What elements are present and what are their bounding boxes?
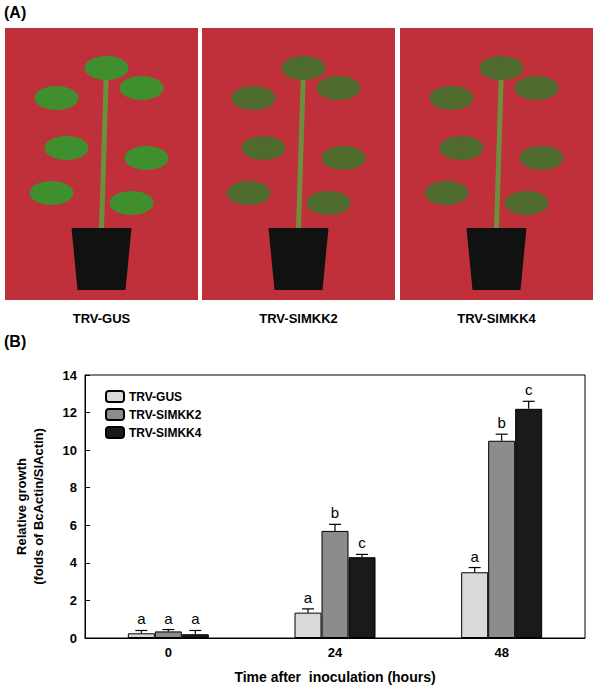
- svg-text:4: 4: [70, 555, 78, 570]
- svg-text:2: 2: [70, 593, 77, 608]
- svg-text:c: c: [358, 534, 366, 551]
- svg-text:b: b: [331, 504, 339, 521]
- svg-text:8: 8: [70, 480, 77, 495]
- svg-text:a: a: [164, 610, 173, 627]
- svg-text:TRV-SlMKK2: TRV-SlMKK2: [259, 311, 338, 326]
- svg-text:b: b: [497, 414, 505, 431]
- svg-text:0: 0: [70, 631, 77, 646]
- svg-text:c: c: [525, 381, 533, 398]
- svg-text:48: 48: [494, 645, 508, 660]
- svg-text:TRV-SlMKK4: TRV-SlMKK4: [457, 311, 536, 326]
- svg-text:a: a: [137, 610, 146, 627]
- svg-text:(folds of BcActin/SlActin): (folds of BcActin/SlActin): [31, 428, 46, 585]
- svg-text:(B): (B): [4, 333, 26, 350]
- svg-text:TRV-GUS: TRV-GUS: [73, 311, 131, 326]
- svg-text:TRV-GUS: TRV-GUS: [129, 390, 182, 404]
- svg-text:Time after inoculation (hours: Time after inoculation (hours): [234, 669, 435, 685]
- svg-text:Relative growth: Relative growth: [14, 458, 29, 555]
- svg-text:6: 6: [70, 518, 77, 533]
- svg-text:14: 14: [63, 368, 78, 383]
- svg-text:a: a: [304, 589, 313, 606]
- svg-text:24: 24: [328, 645, 343, 660]
- svg-text:12: 12: [63, 405, 77, 420]
- svg-text:(A): (A): [4, 4, 26, 21]
- svg-text:TRV-SlMKK2: TRV-SlMKK2: [129, 408, 202, 422]
- svg-text:0: 0: [165, 645, 172, 660]
- svg-text:10: 10: [63, 443, 77, 458]
- svg-text:a: a: [470, 548, 479, 565]
- svg-text:a: a: [191, 610, 200, 627]
- svg-text:TRV-SlMKK4: TRV-SlMKK4: [129, 426, 202, 440]
